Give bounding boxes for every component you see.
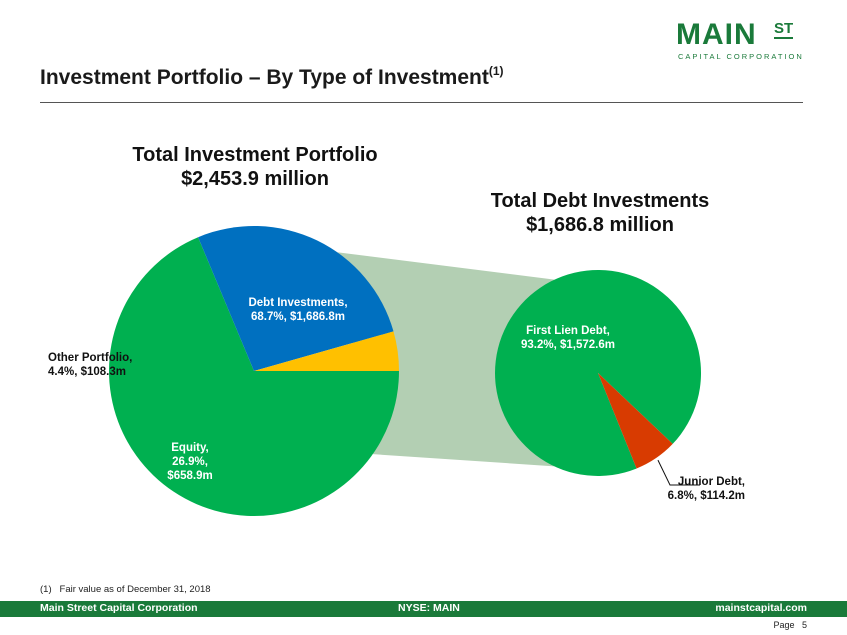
label-first-lien-debt-line: First Lien Debt, <box>526 325 610 337</box>
logo-main-text: MAIN <box>676 18 757 51</box>
label-other-portfolio-line: 4.4%, $108.3m <box>48 366 126 378</box>
slice-other-portfolio <box>254 331 399 371</box>
page-title-text: Investment Portfolio – By Type of Invest… <box>40 66 489 89</box>
label-first-lien-debt-line: 93.2%, $1,572.6m <box>521 339 615 351</box>
footer-bar: Main Street Capital Corporation NYSE: MA… <box>0 601 847 617</box>
slice-first-lien-debt <box>495 269 702 476</box>
page-number: Page 5 <box>773 620 807 630</box>
label-debt-investments: Debt Investments, 68.7%, $1,686.8m <box>248 297 347 323</box>
label-other-portfolio-line: Other Portfolio, <box>48 352 132 364</box>
label-junior-debt-line: 6.8%, $114.2m <box>668 490 745 502</box>
label-junior-debt: Junior Debt, 6.8%, $114.2m <box>668 476 745 502</box>
label-other-portfolio: Other Portfolio, 4.4%, $108.3m <box>48 352 132 378</box>
label-first-lien-debt: First Lien Debt, 93.2%, $1,572.6m <box>521 325 615 351</box>
logo-st-text: ST <box>774 20 794 39</box>
label-debt-investments-line: 68.7%, $1,686.8m <box>251 311 345 323</box>
pie-charts: Debt Investments, 68.7%, $1,686.8m Equity,… <box>48 225 745 516</box>
footnote: (1) Fair value as of December 31, 2018 <box>40 584 211 595</box>
right-chart-heading: Total Debt Investments $1,686.8 million <box>450 189 750 237</box>
right-chart-subtitle: $1,686.8 million <box>526 214 674 236</box>
slice-equity <box>198 225 394 371</box>
title-divider <box>40 102 803 103</box>
page-title: Investment Portfolio – By Type of Invest… <box>40 64 504 90</box>
label-equity: Equity, 26.9%, $658.9m <box>167 442 212 482</box>
footer-ticker: NYSE: MAIN <box>398 602 460 614</box>
logo-subtitle: CAPITAL CORPORATION <box>678 52 804 61</box>
label-equity-line: 26.9%, <box>172 456 208 468</box>
page-label: Page <box>773 620 795 630</box>
label-equity-line: $658.9m <box>167 470 212 482</box>
footer-website[interactable]: mainstcapital.com <box>715 602 807 614</box>
label-equity-line: Equity, <box>171 442 208 454</box>
right-chart-title: Total Debt Investments <box>490 190 710 212</box>
company-logo: MAIN ST CAPITAL CORPORATION <box>672 20 802 64</box>
title-footnote-marker: (1) <box>488 64 504 78</box>
label-junior-debt-line: Junior Debt, <box>678 476 745 488</box>
junior-debt-leader-line <box>657 459 700 486</box>
left-chart-heading: Total Investment Portfolio $2,453.9 mill… <box>100 143 410 191</box>
slice-debt-investments <box>109 237 400 516</box>
left-chart-subtitle: $2,453.9 million <box>181 168 329 190</box>
slice-junior-debt <box>598 373 673 469</box>
left-chart-title: Total Investment Portfolio <box>132 144 378 166</box>
label-debt-investments-line: Debt Investments, <box>248 297 347 309</box>
footer-company: Main Street Capital Corporation <box>40 602 198 614</box>
page-number-value: 5 <box>801 620 807 630</box>
